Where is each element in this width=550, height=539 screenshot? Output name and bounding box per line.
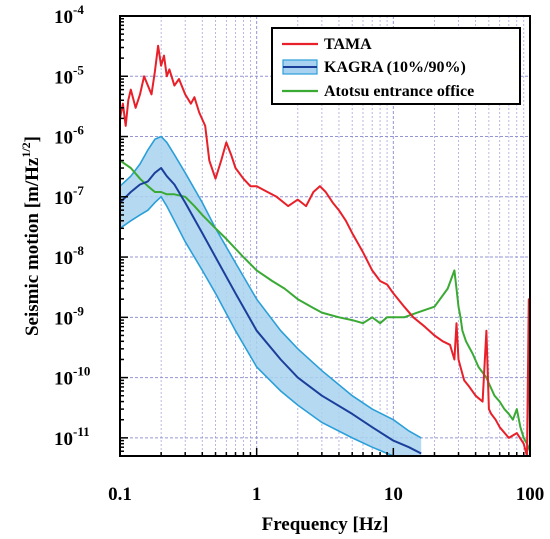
plot-frame — [119, 15, 531, 457]
y-tick-label-base: 10 — [54, 429, 73, 450]
y-tick-label-base: 10 — [54, 308, 73, 329]
x-tick-label: 1 — [252, 484, 262, 505]
legend-label-tama: TAMA — [324, 36, 372, 53]
y-axis-title: Seismic motion [m/Hz1/2] — [19, 136, 43, 336]
y-tick-label: 10-11 — [54, 424, 90, 450]
kagra-p10-line — [120, 195, 396, 456]
y-tick-label-base: 10 — [54, 128, 73, 149]
y-tick-label-exponent: -4 — [73, 2, 84, 17]
legend-label-atotsu: Atotsu entrance office — [324, 83, 474, 100]
series-layer — [120, 44, 530, 456]
legend: TAMA KAGRA (10%/90%) Atotsu entrance off… — [271, 27, 521, 105]
y-tick-label-exponent: -9 — [73, 303, 84, 318]
atotsu-line — [120, 159, 530, 452]
y-tick-label-base: 10 — [54, 67, 73, 88]
y-tick-label-exponent: -8 — [73, 243, 84, 258]
y-tick-label: 10-5 — [54, 62, 84, 88]
x-axis-title: Frequency [Hz] — [262, 514, 389, 535]
kagra-band — [120, 136, 422, 456]
x-tick-label: 10 — [384, 484, 403, 505]
tama-line — [120, 44, 530, 456]
y-tick-label-base: 10 — [54, 188, 73, 209]
kagra-median-line — [120, 167, 422, 455]
tick-labels: 0.1 1 10 10010-410-510-610-710-810-910-1010… — [54, 2, 544, 505]
y-tick-label-exponent: -6 — [73, 123, 84, 138]
y-tick-label-exponent: -7 — [73, 183, 84, 198]
y-axis-title-close: ] — [22, 136, 43, 142]
y-tick-label-exponent: -5 — [73, 62, 84, 77]
y-tick-label-base: 10 — [54, 7, 73, 28]
y-tick-label-base: 10 — [54, 369, 73, 390]
legend-label-kagra: KAGRA (10%/90%) — [324, 59, 466, 76]
y-tick-label: 10-7 — [54, 183, 84, 209]
y-tick-label: 10-10 — [54, 364, 90, 390]
x-tick-label: 100 — [516, 484, 545, 505]
ticks — [119, 15, 525, 457]
y-tick-label-exponent: -10 — [73, 364, 90, 379]
x-tick-label: 0.1 — [108, 484, 132, 505]
y-tick-label: 10-8 — [54, 243, 84, 269]
y-tick-label: 10-4 — [54, 2, 84, 28]
y-tick-label: 10-6 — [54, 123, 84, 149]
y-axis-title-main: Seismic motion [m/Hz — [22, 157, 43, 336]
y-axis-title-sup: 1/2 — [19, 142, 33, 157]
y-tick-label: 10-9 — [54, 303, 84, 329]
y-tick-label-exponent: -11 — [73, 424, 90, 439]
y-tick-label-base: 10 — [54, 248, 73, 269]
